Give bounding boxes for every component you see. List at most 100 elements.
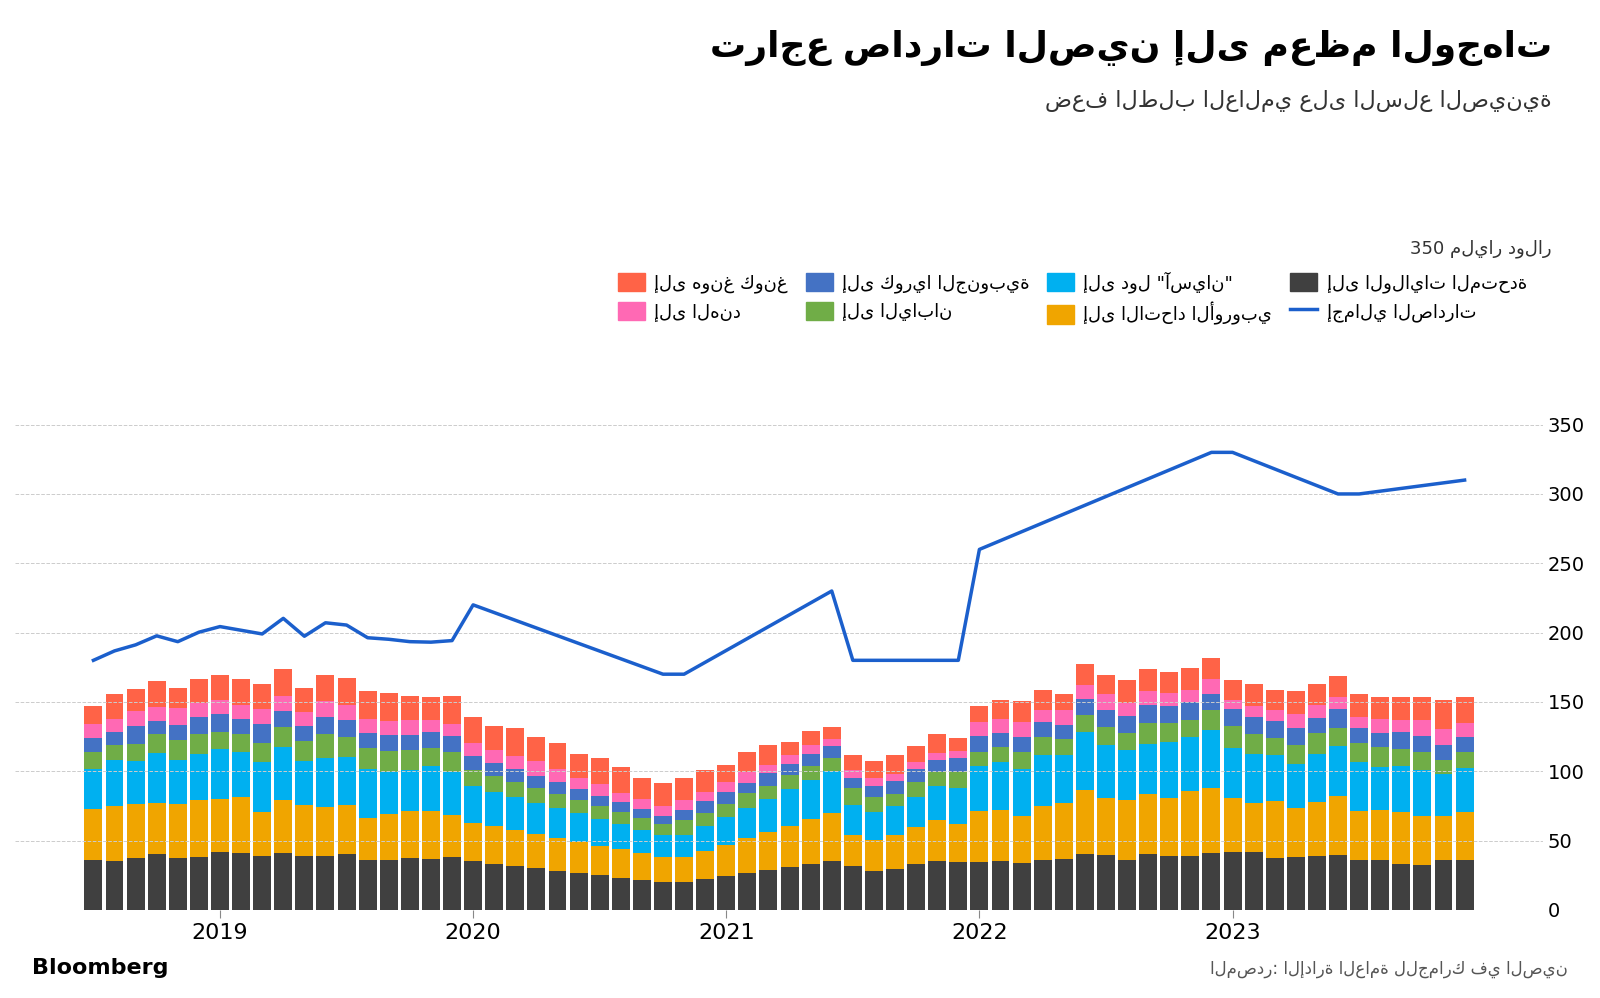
Bar bbox=[634, 880, 651, 910]
Bar bbox=[443, 736, 461, 752]
Bar bbox=[1203, 658, 1221, 679]
Bar bbox=[717, 803, 736, 816]
Bar bbox=[1118, 681, 1136, 703]
Bar bbox=[85, 752, 102, 768]
Bar bbox=[126, 761, 144, 804]
Bar bbox=[211, 700, 229, 714]
Bar bbox=[992, 762, 1010, 810]
Bar bbox=[1307, 705, 1326, 719]
Bar bbox=[126, 744, 144, 761]
Bar bbox=[822, 812, 840, 861]
Bar bbox=[1350, 729, 1368, 743]
Bar bbox=[1224, 851, 1242, 910]
Bar bbox=[611, 792, 630, 802]
Bar bbox=[1054, 711, 1072, 725]
Bar bbox=[1371, 860, 1389, 910]
Bar bbox=[1266, 738, 1283, 755]
Bar bbox=[402, 697, 419, 720]
Bar bbox=[1266, 722, 1283, 738]
Bar bbox=[738, 873, 757, 910]
Bar bbox=[654, 882, 672, 910]
Text: تراجع صادرات الصين إلى معظم الوجهات: تراجع صادرات الصين إلى معظم الوجهات bbox=[710, 30, 1552, 66]
Bar bbox=[1224, 680, 1242, 700]
Bar bbox=[590, 806, 608, 818]
Bar bbox=[1203, 679, 1221, 694]
Bar bbox=[738, 752, 757, 771]
Bar bbox=[1181, 791, 1200, 856]
Bar bbox=[1350, 762, 1368, 810]
Bar bbox=[949, 862, 968, 910]
Bar bbox=[106, 746, 123, 760]
Bar bbox=[147, 854, 166, 910]
Bar bbox=[843, 834, 862, 866]
Bar bbox=[1181, 703, 1200, 720]
Bar bbox=[485, 791, 502, 826]
Bar bbox=[296, 688, 314, 712]
Bar bbox=[675, 882, 693, 910]
Bar bbox=[781, 775, 798, 789]
Bar bbox=[506, 830, 525, 866]
Bar bbox=[106, 806, 123, 860]
Bar bbox=[1456, 724, 1474, 737]
Bar bbox=[402, 720, 419, 735]
Bar bbox=[843, 866, 862, 910]
Bar bbox=[1098, 797, 1115, 855]
Bar bbox=[232, 705, 250, 720]
Bar bbox=[886, 835, 904, 869]
Bar bbox=[1307, 719, 1326, 734]
Bar bbox=[190, 703, 208, 718]
Bar bbox=[126, 857, 144, 910]
Bar bbox=[738, 838, 757, 873]
Bar bbox=[338, 756, 355, 805]
Bar bbox=[1330, 796, 1347, 855]
Bar bbox=[570, 754, 587, 777]
Bar bbox=[1350, 810, 1368, 860]
Bar bbox=[696, 826, 714, 851]
Bar bbox=[1160, 707, 1178, 723]
Bar bbox=[1075, 716, 1094, 733]
Bar bbox=[1054, 725, 1072, 740]
Bar bbox=[1203, 731, 1221, 788]
Bar bbox=[253, 762, 270, 811]
Bar bbox=[1203, 710, 1221, 731]
Bar bbox=[402, 811, 419, 857]
Bar bbox=[1203, 694, 1221, 710]
Bar bbox=[1330, 676, 1347, 698]
Bar bbox=[1371, 733, 1389, 747]
Bar bbox=[317, 701, 334, 717]
Bar bbox=[1013, 863, 1030, 910]
Bar bbox=[634, 777, 651, 798]
Bar bbox=[1413, 865, 1432, 910]
Bar bbox=[253, 811, 270, 856]
Bar bbox=[1139, 744, 1157, 794]
Bar bbox=[590, 818, 608, 845]
Bar bbox=[211, 748, 229, 799]
Bar bbox=[1054, 695, 1072, 711]
Bar bbox=[422, 765, 440, 811]
Bar bbox=[654, 783, 672, 806]
Bar bbox=[1456, 737, 1474, 751]
Bar bbox=[1286, 808, 1304, 857]
Bar bbox=[170, 759, 187, 804]
Bar bbox=[1139, 854, 1157, 910]
Bar bbox=[675, 778, 693, 799]
Bar bbox=[1013, 752, 1030, 769]
Bar bbox=[1456, 811, 1474, 860]
Bar bbox=[675, 857, 693, 882]
Bar bbox=[1392, 697, 1410, 721]
Bar bbox=[1266, 691, 1283, 710]
Bar bbox=[886, 794, 904, 806]
Bar bbox=[907, 768, 925, 782]
Bar bbox=[886, 781, 904, 794]
Bar bbox=[317, 675, 334, 701]
Bar bbox=[274, 711, 293, 728]
Text: 350 مليار دولار: 350 مليار دولار bbox=[1410, 240, 1552, 258]
Bar bbox=[1286, 857, 1304, 910]
Bar bbox=[802, 766, 819, 780]
Bar bbox=[190, 734, 208, 753]
Bar bbox=[358, 733, 376, 748]
Bar bbox=[1075, 685, 1094, 699]
Bar bbox=[590, 845, 608, 875]
Bar bbox=[1371, 810, 1389, 860]
Bar bbox=[654, 806, 672, 815]
